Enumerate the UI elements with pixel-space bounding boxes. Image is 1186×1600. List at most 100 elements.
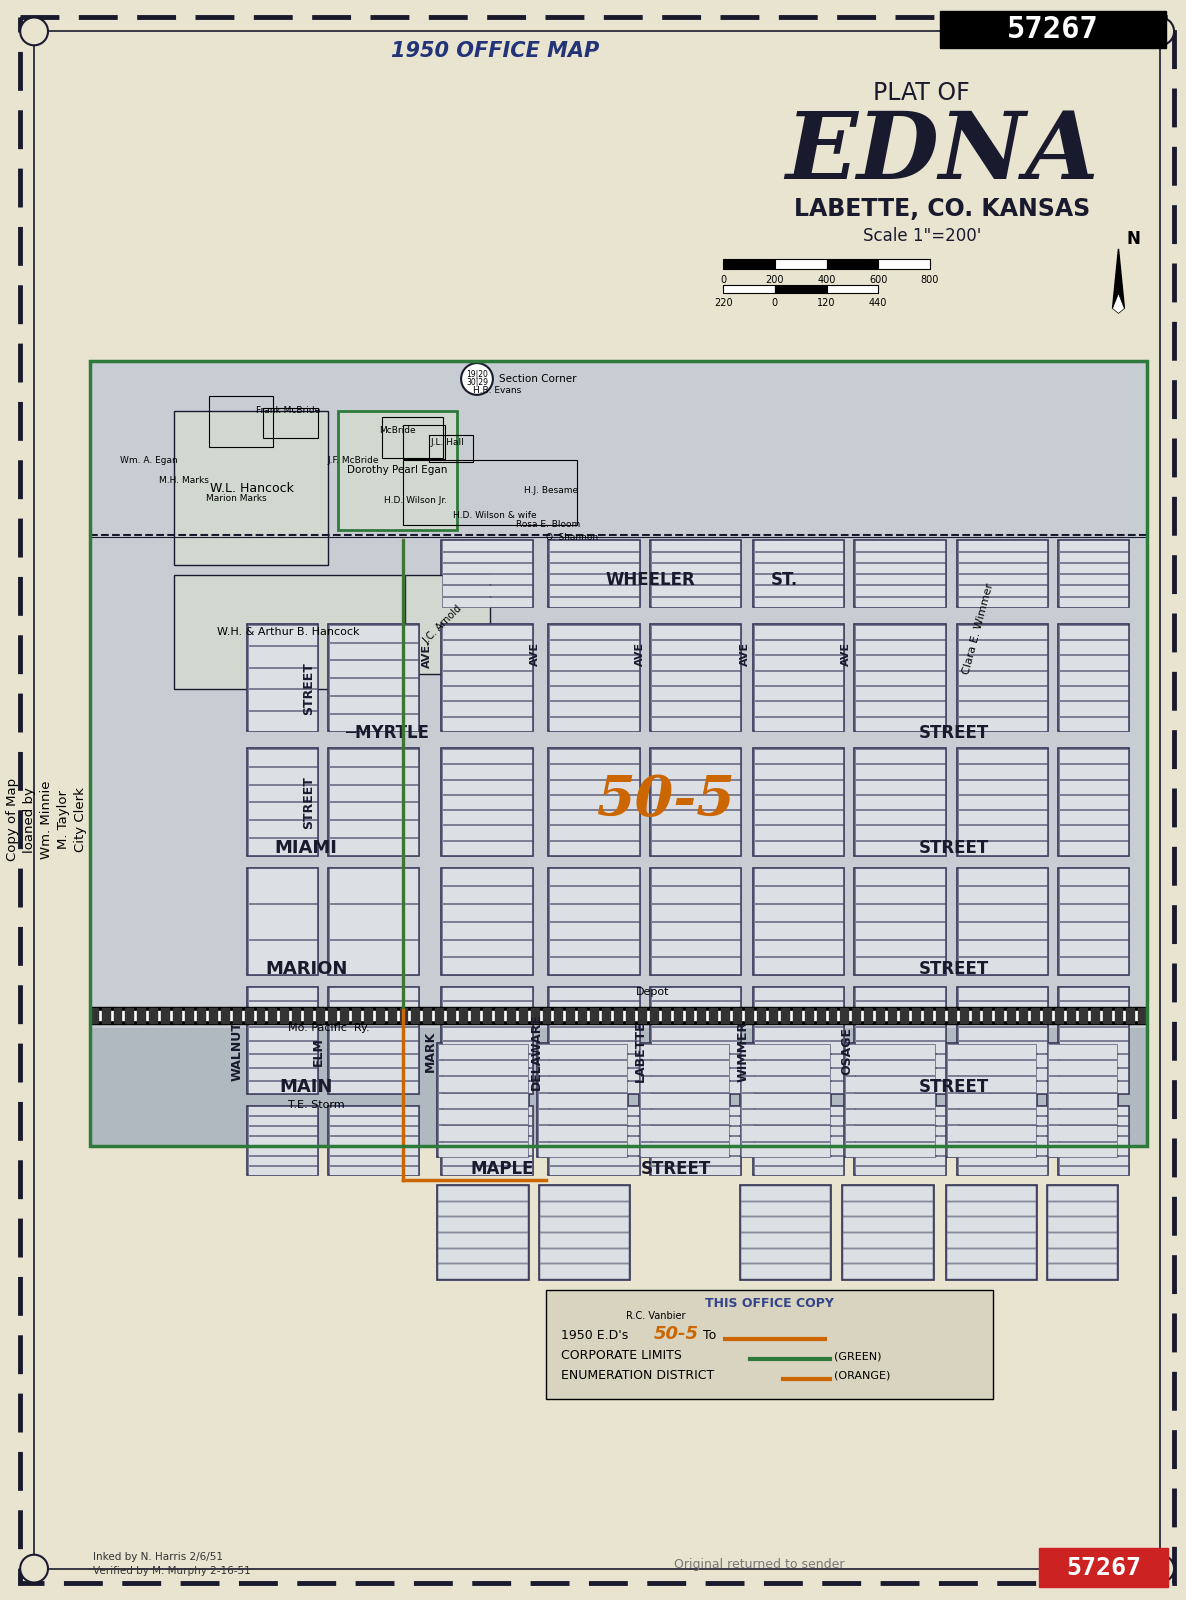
Bar — [888, 1008, 897, 1024]
Bar — [1059, 1054, 1128, 1067]
Bar — [1054, 1008, 1063, 1024]
Bar — [329, 1082, 419, 1093]
Bar — [946, 1077, 1037, 1091]
Bar — [983, 1008, 991, 1024]
Bar — [442, 597, 531, 606]
Bar — [280, 1008, 288, 1024]
Bar — [855, 840, 945, 854]
Bar — [548, 749, 639, 856]
Bar — [639, 1077, 729, 1091]
Bar — [1115, 1008, 1122, 1024]
Bar — [442, 1042, 531, 1053]
Text: H.J. Besame: H.J. Besame — [524, 486, 579, 494]
Bar — [435, 1008, 444, 1024]
Bar — [329, 1000, 419, 1013]
Bar — [138, 1008, 146, 1024]
Bar — [846, 1077, 935, 1091]
Bar — [754, 563, 843, 573]
Bar — [662, 1008, 670, 1024]
Bar — [957, 779, 1047, 794]
Bar — [741, 1061, 830, 1075]
Bar — [957, 1106, 1048, 1176]
Circle shape — [1147, 1555, 1174, 1582]
Bar — [754, 1054, 843, 1067]
Bar — [1059, 749, 1128, 763]
Bar — [651, 1146, 740, 1155]
Bar — [439, 1109, 528, 1125]
Text: AVE: AVE — [740, 642, 750, 666]
Bar — [1048, 1109, 1117, 1125]
Bar — [1042, 1008, 1051, 1024]
Bar — [329, 867, 420, 974]
Bar — [651, 1106, 740, 1115]
Bar — [1059, 1067, 1128, 1080]
Bar — [1059, 922, 1128, 939]
Bar — [1059, 563, 1128, 573]
Bar — [185, 1008, 193, 1024]
Bar — [754, 1155, 843, 1165]
Bar — [126, 1008, 133, 1024]
Text: 19|20: 19|20 — [466, 371, 487, 379]
Bar — [248, 987, 317, 1000]
Bar — [741, 1248, 830, 1264]
Bar — [769, 1008, 777, 1024]
Bar — [865, 1008, 872, 1024]
Bar — [827, 259, 878, 269]
Bar — [651, 840, 740, 854]
Bar — [754, 795, 843, 810]
Bar — [549, 869, 639, 885]
Bar — [329, 904, 419, 939]
Bar — [247, 867, 318, 974]
Bar — [537, 1077, 627, 1091]
Bar — [957, 670, 1047, 685]
Bar — [549, 922, 639, 939]
Text: 440: 440 — [869, 298, 887, 307]
Text: OSAGE: OSAGE — [840, 1027, 853, 1075]
Bar — [1059, 939, 1128, 957]
Text: STREET: STREET — [918, 1078, 989, 1096]
Bar — [1059, 586, 1128, 595]
Bar — [248, 803, 317, 819]
Bar — [854, 1106, 945, 1176]
Bar — [957, 624, 1048, 731]
Bar — [329, 624, 419, 642]
Bar — [406, 574, 490, 674]
Bar — [549, 1014, 639, 1027]
Bar — [846, 1142, 935, 1157]
Bar — [957, 957, 1047, 974]
Bar — [639, 1043, 729, 1059]
Bar — [248, 1067, 317, 1080]
Bar — [439, 1264, 528, 1278]
Text: LABETTE: LABETTE — [635, 1021, 648, 1082]
Bar — [855, 541, 945, 550]
Bar — [439, 1202, 528, 1216]
Bar — [639, 1043, 731, 1157]
Bar — [90, 1011, 1147, 1021]
Bar — [549, 939, 639, 957]
Bar — [957, 886, 1047, 902]
Bar — [1048, 1142, 1117, 1157]
Bar — [549, 1082, 639, 1093]
Text: LABETTE, CO. KANSAS: LABETTE, CO. KANSAS — [793, 197, 1090, 221]
Bar — [651, 1082, 740, 1093]
Bar — [248, 939, 317, 974]
Bar — [855, 987, 945, 1000]
Bar — [329, 939, 419, 974]
Bar — [248, 869, 317, 902]
Bar — [530, 1008, 538, 1024]
Bar — [846, 1125, 935, 1141]
Bar — [247, 1106, 318, 1176]
Bar — [1059, 957, 1128, 974]
Bar — [1059, 1117, 1128, 1125]
Bar — [651, 574, 740, 584]
Bar — [855, 574, 945, 584]
Bar — [329, 821, 419, 837]
Bar — [936, 1008, 944, 1024]
Bar — [924, 1008, 932, 1024]
Bar — [854, 987, 945, 1094]
Bar — [855, 717, 945, 731]
Bar — [209, 395, 274, 448]
Bar — [855, 1067, 945, 1080]
Bar — [438, 1186, 529, 1280]
Text: Dorothy Pearl Egan: Dorothy Pearl Egan — [347, 466, 448, 475]
